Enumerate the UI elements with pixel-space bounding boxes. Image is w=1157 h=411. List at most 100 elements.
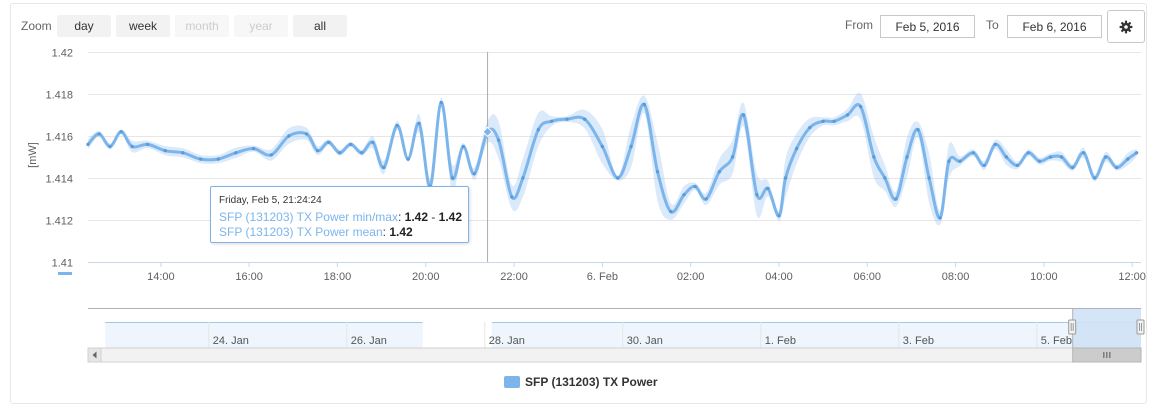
data-point (97, 132, 101, 136)
data-point (894, 197, 898, 201)
x-tick-label: 04:00 (765, 271, 793, 283)
data-point (108, 144, 112, 149)
zoom-label: Zoom (21, 19, 52, 33)
zoom-all-button[interactable]: all (293, 15, 347, 37)
navigator[interactable]: 24. Jan 26. Jan 28. Jan 30. Jan 1. Feb 3. Feb… (87, 308, 1145, 363)
data-point (704, 197, 708, 201)
data-point (783, 176, 788, 180)
data-point (927, 176, 931, 180)
tooltip-value-min: 1.42 (404, 210, 428, 224)
zoom-week-button[interactable]: week (116, 15, 170, 37)
data-point (337, 151, 342, 155)
scrollbar-thumb[interactable] (1072, 347, 1142, 363)
navigator-series (105, 322, 1142, 348)
x-tick-label: 6. Feb (587, 271, 618, 283)
navigator-right-handle[interactable] (1136, 319, 1145, 335)
data-point (717, 170, 722, 174)
data-point (163, 149, 167, 153)
data-point (510, 195, 514, 199)
data-point (693, 184, 697, 189)
data-point (251, 146, 256, 151)
navigator-date-label: 26. Jan (351, 335, 387, 347)
data-point (1070, 165, 1075, 170)
y-tick-label: 1.414 (45, 174, 73, 186)
x-tick-label: 08:00 (942, 271, 970, 283)
data-point (582, 117, 587, 121)
from-date-input[interactable] (880, 15, 975, 38)
data-point (616, 176, 620, 180)
data-point (371, 140, 375, 144)
tooltip-row-minmax: SFP (131203) TX Power min/max: 1.42 - 1.… (219, 210, 463, 224)
tooltip-series-name: SFP (131203) TX Power min/max (219, 210, 398, 224)
zoom-day-button[interactable]: day (57, 15, 111, 37)
x-tick-label: 18:00 (324, 271, 352, 283)
settings-button[interactable] (1107, 10, 1145, 43)
x-tick-label: 14:00 (147, 271, 175, 283)
gear-icon (1119, 20, 1133, 33)
data-point (938, 216, 942, 220)
zoom-year-button: year (234, 15, 288, 37)
scrollbar-track[interactable] (87, 347, 1142, 363)
navigator-date-label: 3. Feb (903, 335, 934, 347)
series-points (86, 100, 1139, 220)
tooltip-row-mean: SFP (131203) TX Power mean: 1.42 (219, 225, 413, 239)
data-point (1037, 159, 1042, 163)
navigator-date-label: 5. Feb (1041, 335, 1072, 347)
x-tick-label: 16:00 (235, 271, 263, 283)
legend-label: SFP (131203) TX Power (525, 375, 658, 389)
to-date-input[interactable] (1007, 15, 1102, 38)
data-point (832, 119, 836, 124)
data-point (883, 176, 887, 180)
data-point (198, 157, 203, 161)
data-point (858, 104, 863, 109)
tooltip-value-mean: 1.42 (389, 225, 413, 239)
hover-point (482, 126, 493, 138)
data-point (777, 214, 781, 218)
data-point (1115, 165, 1119, 170)
data-point (472, 172, 477, 176)
data-point (1004, 155, 1009, 159)
navigator-area (105, 322, 423, 348)
data-point (439, 100, 443, 105)
navigator-left-handle[interactable] (1068, 319, 1077, 335)
data-point (145, 142, 150, 147)
navigator-date-label: 24. Jan (213, 335, 249, 347)
data-point (642, 102, 647, 107)
navigator-scrollbar[interactable] (87, 347, 1142, 363)
data-point (119, 130, 123, 134)
navigator-gap (422, 322, 492, 348)
data-point (395, 123, 399, 128)
data-point (86, 142, 90, 147)
data-point (1092, 176, 1097, 180)
hover-marker (482, 126, 493, 138)
data-point (130, 144, 134, 149)
navigator-window[interactable] (1068, 309, 1145, 348)
y-tick-label: 1.418 (45, 90, 73, 102)
data-point (406, 157, 410, 161)
range-band-area (88, 92, 1137, 226)
data-point (1081, 151, 1086, 155)
data-point (682, 193, 686, 197)
data-point (536, 128, 541, 132)
data-point (958, 159, 962, 163)
navigator-selection[interactable] (1072, 309, 1141, 348)
chart-container (10, 3, 1147, 404)
data-point (1134, 151, 1139, 155)
data-point (549, 119, 554, 124)
data-point (269, 153, 273, 157)
x-tick-label: 06:00 (853, 271, 881, 283)
y-axis: 1.41 1.412 1.414 1.416 1.418 1.42 (45, 48, 73, 270)
data-point (629, 144, 633, 149)
tooltip-value-max: 1.42 (438, 210, 463, 224)
data-point (348, 142, 353, 147)
data-point (730, 155, 735, 159)
data-point (287, 134, 291, 138)
data-point (755, 193, 759, 197)
data-point (216, 157, 220, 161)
data-point (669, 209, 673, 214)
data-point (916, 128, 920, 132)
data-point (808, 125, 812, 130)
data-point (1126, 157, 1130, 161)
data-point (450, 176, 454, 180)
